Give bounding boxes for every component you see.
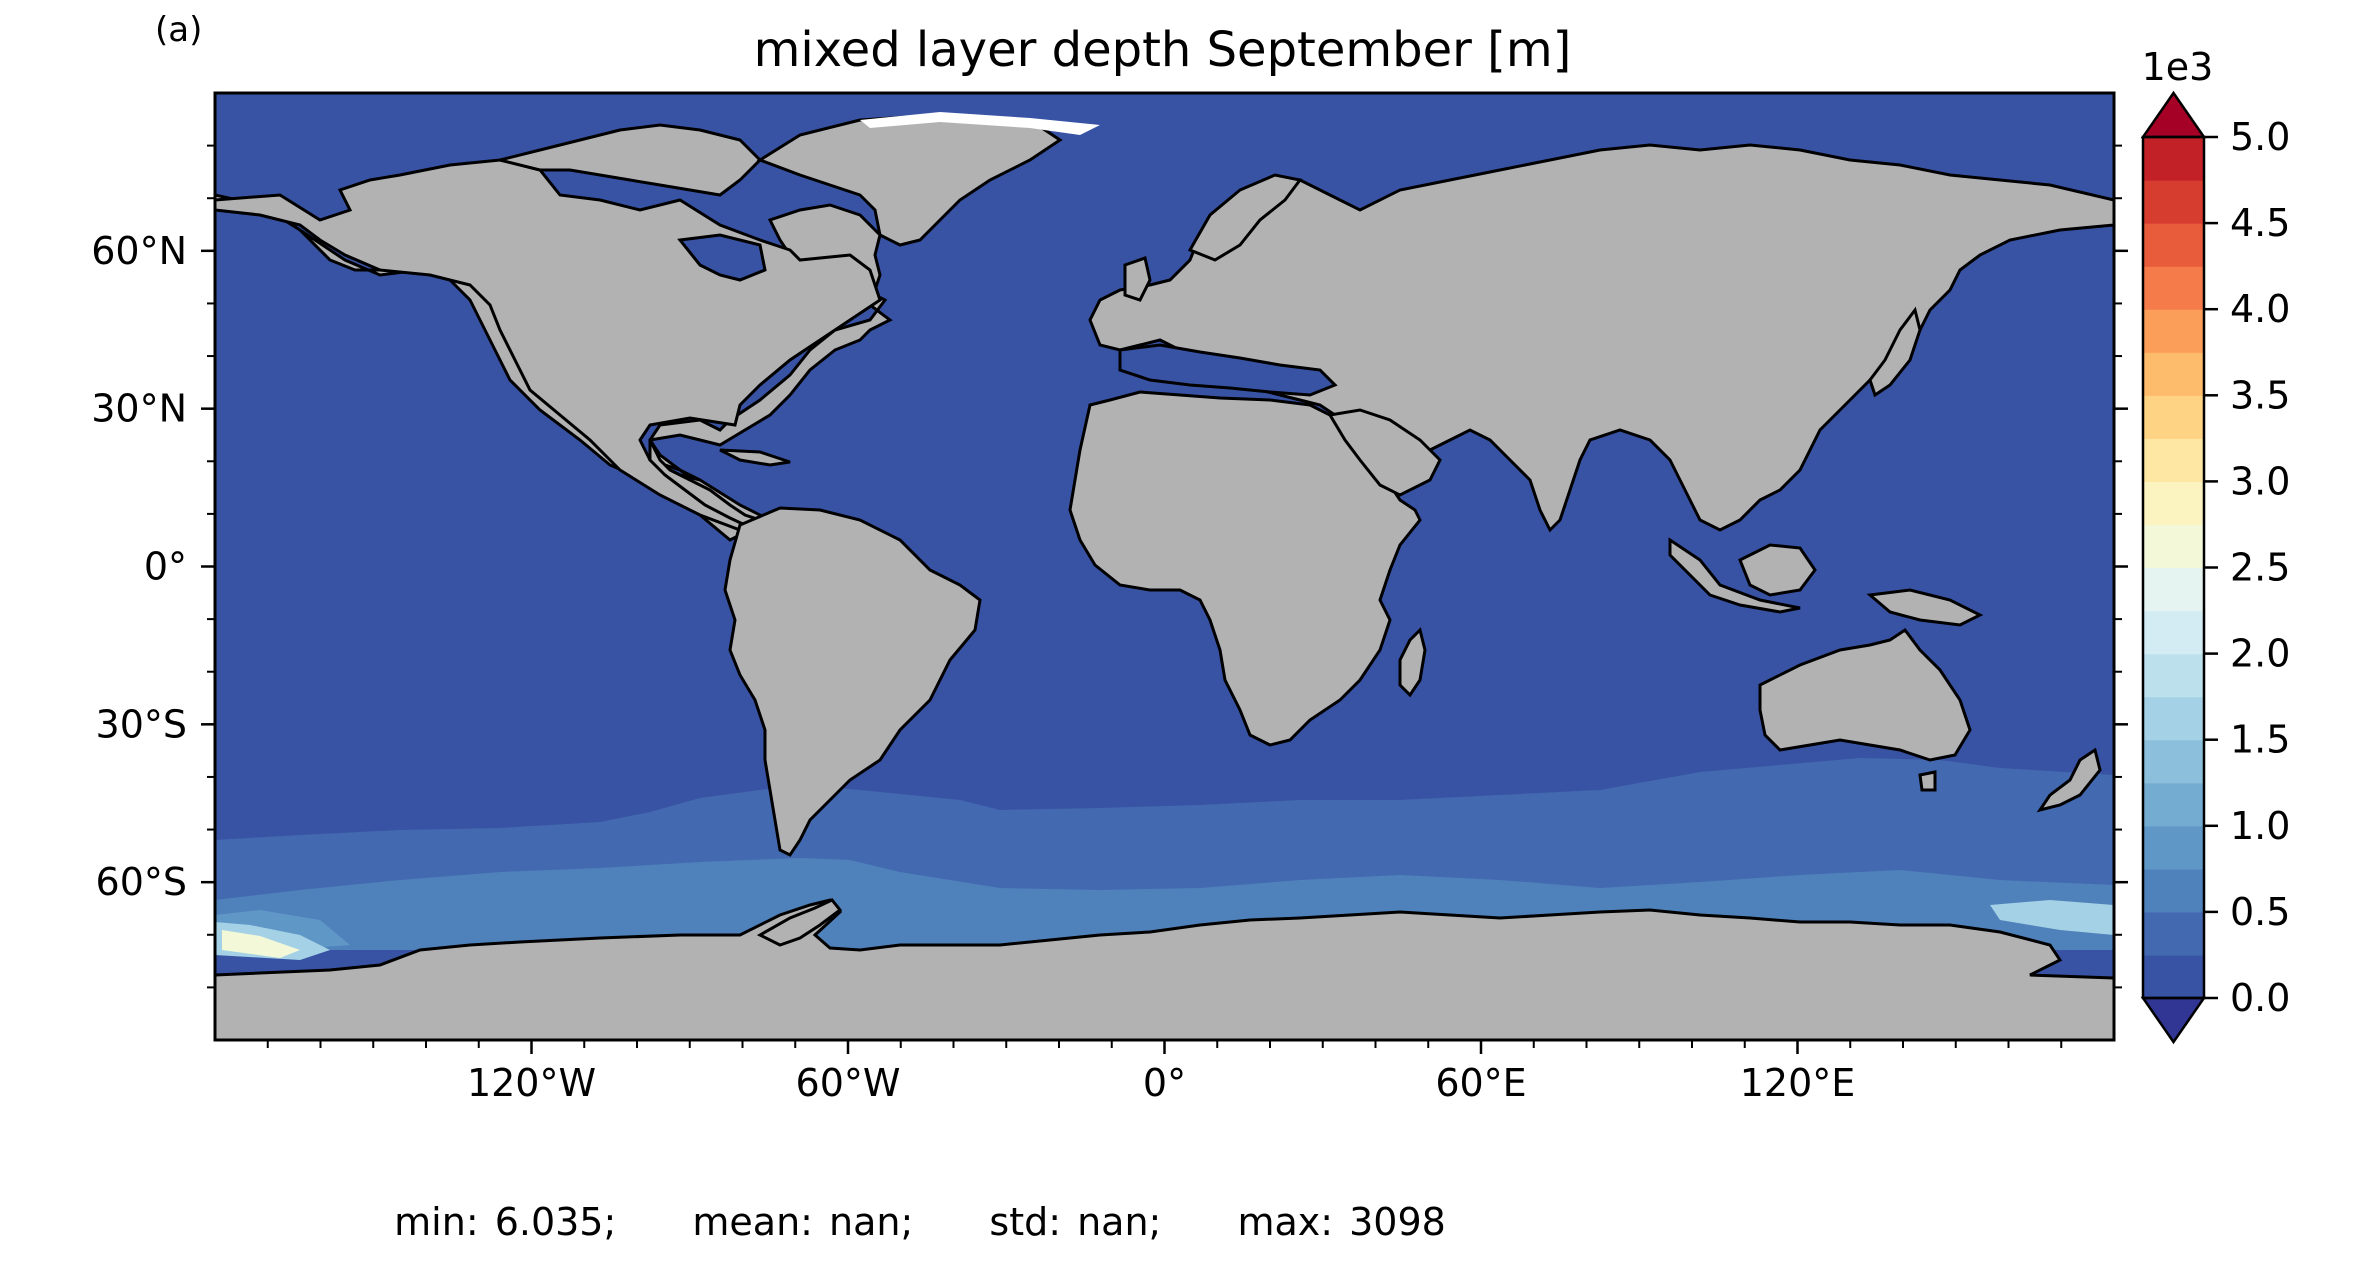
lat-tick-label: 60°S bbox=[96, 860, 187, 904]
colorbar-tick-label: 0.0 bbox=[2230, 976, 2290, 1020]
new-zealand-islands bbox=[2036, 747, 2102, 813]
colorbar-segment bbox=[2143, 309, 2204, 353]
colorbar-segment bbox=[2143, 911, 2204, 956]
lon-tick-label: 60°W bbox=[796, 1061, 901, 1105]
longitude-ticks: 120°W 60°W 0° 60°E 120°E bbox=[467, 1040, 1855, 1105]
colorbar-segment bbox=[2143, 653, 2204, 698]
colorbar-tick-label: 3.0 bbox=[2230, 459, 2290, 503]
lat-tick-label: 30°S bbox=[96, 702, 187, 746]
colorbar-tick-label: 2.5 bbox=[2230, 546, 2290, 590]
mediterranean-sea bbox=[1118, 343, 1338, 397]
panel-label: (a) bbox=[155, 10, 203, 50]
colorbar-segment bbox=[2143, 481, 2204, 526]
lon-tick-label: 60°E bbox=[1435, 1061, 1526, 1105]
stats-row: min: 6.035; mean: nan; std: nan; max: 30… bbox=[0, 1200, 1840, 1244]
hudson-bay bbox=[677, 233, 767, 282]
colorbar-segment bbox=[2143, 782, 2204, 827]
lon-tick-label: 0° bbox=[1143, 1061, 1186, 1105]
colorbar-extend-max bbox=[2140, 90, 2207, 139]
lat-tick-label: 0° bbox=[144, 545, 187, 589]
south-america-landmass bbox=[723, 506, 982, 857]
colorbar-segment bbox=[2143, 137, 2204, 181]
colorbar-multiplier: 1e3 bbox=[2142, 45, 2214, 89]
stat-mean: mean: nan; bbox=[692, 1200, 914, 1244]
colorbar-tick-label: 1.5 bbox=[2230, 718, 2290, 762]
lon-tick-label: 120°W bbox=[467, 1061, 596, 1105]
tasmania-island bbox=[1918, 770, 1937, 792]
canadian-arctic-islands bbox=[499, 123, 763, 197]
africa-landmass bbox=[1068, 390, 1422, 747]
colorbar-segment bbox=[2143, 524, 2204, 569]
cuba-island bbox=[719, 448, 791, 467]
colorbar-segment bbox=[2143, 610, 2204, 655]
mld-max-patch-east bbox=[1990, 900, 2114, 935]
colorbar-tick-label: 1.0 bbox=[2230, 804, 2290, 848]
stat-max: max: 3098 bbox=[1237, 1200, 1446, 1244]
colorbar-segment bbox=[2143, 438, 2204, 482]
colorbar-segment bbox=[2143, 696, 2204, 741]
colorbar-segment bbox=[2143, 567, 2204, 612]
mld-max-patch-west-core bbox=[222, 930, 300, 958]
new-guinea-island bbox=[1866, 588, 1984, 627]
colorbar-segment bbox=[2143, 395, 2204, 439]
arctic-ice-fringe bbox=[860, 112, 1100, 135]
colorbar-segment bbox=[2143, 825, 2204, 870]
colorbar-segment bbox=[2143, 868, 2204, 913]
colorbar-segment bbox=[2143, 954, 2204, 999]
colorbar: 0.0 0.5 1.0 1.5 2.0 2.5 3.0 3.5 4.0 4.5 5.0 1e3 bbox=[2140, 45, 2290, 1045]
lat-tick-label: 60°N bbox=[91, 229, 187, 273]
australia-landmass bbox=[1758, 627, 1972, 762]
arabian-peninsula bbox=[1327, 408, 1442, 497]
sumatra-java-islands bbox=[1668, 537, 1801, 614]
latitude-ticks: 60°N 30°N 0° 30°S 60°S bbox=[91, 229, 2128, 904]
madagascar-island bbox=[1398, 627, 1427, 698]
scandinavia bbox=[1187, 173, 1303, 262]
colorbar-segment bbox=[2143, 180, 2204, 224]
colorbar-segment bbox=[2143, 223, 2204, 267]
colorbar-tick-label: 2.0 bbox=[2230, 632, 2290, 676]
lat-tick-label: 30°N bbox=[91, 387, 187, 431]
colorbar-tick-label: 3.5 bbox=[2230, 373, 2290, 417]
british-isles bbox=[1123, 256, 1152, 302]
colorbar-tick-label: 5.0 bbox=[2230, 115, 2290, 159]
stat-min: min: 6.035; bbox=[394, 1200, 617, 1244]
stat-std: std: nan; bbox=[989, 1200, 1162, 1244]
colorbar-extend-min bbox=[2140, 996, 2207, 1045]
colorbar-segment bbox=[2143, 352, 2204, 396]
colorbar-tick-label: 4.0 bbox=[2230, 287, 2290, 331]
colorbar-tick-label: 4.5 bbox=[2230, 201, 2290, 245]
colorbar-segment bbox=[2143, 739, 2204, 784]
antarctica-landmass bbox=[215, 898, 2114, 1040]
map-title: mixed layer depth September [m] bbox=[753, 22, 1572, 78]
antarctic-peninsula-outline bbox=[756, 898, 843, 947]
colorbar-tick-label: 0.5 bbox=[2230, 890, 2290, 934]
borneo-island bbox=[1738, 543, 1817, 597]
lon-tick-label: 120°E bbox=[1740, 1061, 1856, 1105]
japan-islands bbox=[1868, 306, 1922, 398]
colorbar-segment bbox=[2143, 266, 2204, 310]
map-area bbox=[215, 93, 2114, 1040]
